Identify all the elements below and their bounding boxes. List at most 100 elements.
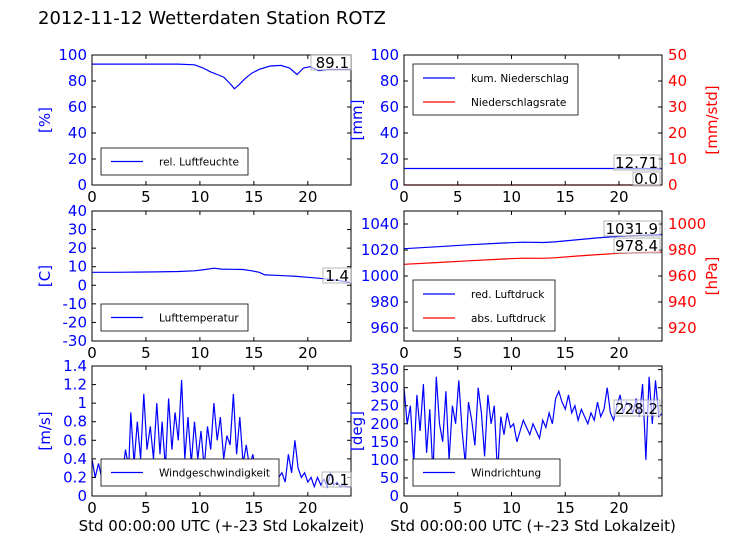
wind-speed-x-axis-label: Std 00:00:00 UTC (+-23 Std Lokalzeit) bbox=[79, 517, 365, 535]
precipitation-y-tick-label: 0 bbox=[389, 176, 399, 194]
precipitation-y-tick-label: 100 bbox=[370, 46, 399, 64]
wind-direction-value-label: 228.2 bbox=[615, 400, 658, 418]
humidity-y-tick-label: 100 bbox=[58, 46, 87, 64]
precipitation-y-right-tick-label: 10 bbox=[668, 150, 687, 168]
precipitation-x-tick-label: 15 bbox=[556, 188, 575, 206]
wind-direction-y-tick-label: 250 bbox=[370, 397, 399, 415]
temperature-x-tick-label: 5 bbox=[141, 344, 151, 362]
pressure-chart bbox=[403, 210, 663, 342]
wind-direction-legend-label: Windrichtung bbox=[471, 468, 541, 480]
precipitation-value-box bbox=[632, 171, 661, 187]
wind-direction-legend-box bbox=[412, 458, 561, 487]
humidity-x-tick-label: 15 bbox=[244, 188, 263, 206]
precipitation-legend-label: Niederschlagsrate bbox=[471, 97, 566, 109]
page-title: 2012-11-12 Wetterdaten Station ROTZ bbox=[38, 8, 386, 29]
wind-speed-value-box bbox=[321, 471, 352, 488]
precipitation-y-right-tick-label: 40 bbox=[668, 72, 687, 90]
precipitation-y-tick-label: 80 bbox=[380, 72, 399, 90]
pressure-value-box bbox=[603, 220, 661, 237]
temperature-y-tick-label: 0 bbox=[77, 276, 87, 294]
humidity-y-tick-label: 60 bbox=[68, 98, 87, 116]
humidity-y-tick-label: 40 bbox=[68, 124, 87, 142]
precipitation-y-tick-label: 40 bbox=[380, 124, 399, 142]
temperature-chart bbox=[91, 210, 352, 342]
humidity-value-label: 89.1 bbox=[316, 54, 349, 72]
humidity-x-tick-label: 5 bbox=[141, 188, 151, 206]
temperature-y-tick-label: 40 bbox=[68, 202, 87, 220]
precipitation-x-tick-label: 20 bbox=[609, 188, 628, 206]
precipitation-y-right-tick-label: 0 bbox=[668, 176, 678, 194]
temperature-value-box bbox=[322, 267, 352, 284]
pressure-y-right-tick-label: 940 bbox=[668, 293, 697, 311]
temperature-y-axis-label: [C] bbox=[36, 265, 54, 287]
humidity-x-tick-label: 20 bbox=[298, 188, 317, 206]
precipitation-y-tick-label: 60 bbox=[380, 98, 399, 116]
pressure-x-tick-label: 15 bbox=[556, 344, 575, 362]
pressure-y-right-tick-label: 960 bbox=[668, 267, 697, 285]
temperature-y-tick-label: 10 bbox=[68, 258, 87, 276]
pressure-y-right-axis-label: [hPa] bbox=[703, 257, 721, 296]
wind-speed-y-tick-label: 0 bbox=[77, 487, 87, 505]
wind-speed-y-tick-label: 0.6 bbox=[63, 431, 87, 449]
precipitation-y-right-tick-label: 20 bbox=[668, 124, 687, 142]
pressure-x-tick-label: 10 bbox=[502, 344, 521, 362]
wind-direction-x-tick-label: 5 bbox=[453, 499, 463, 517]
wind-speed-chart bbox=[91, 365, 352, 497]
wind-direction-x-tick-label: 20 bbox=[609, 499, 628, 517]
pressure-value-box bbox=[613, 237, 661, 254]
precipitation-y-right-axis-label: [mm/std] bbox=[703, 85, 721, 154]
wind-direction-chart bbox=[403, 365, 663, 497]
humidity-x-tick-label: 0 bbox=[87, 188, 97, 206]
wind-speed-y-tick-label: 1 bbox=[77, 394, 87, 412]
temperature-x-tick-label: 15 bbox=[244, 344, 263, 362]
temperature-legend-label: Lufttemperatur bbox=[159, 313, 239, 325]
precipitation-plot-frame bbox=[403, 54, 663, 186]
wind-speed-y-tick-label: 0.2 bbox=[63, 468, 87, 486]
wind-speed-legend-box bbox=[100, 458, 280, 487]
wind-speed-plot-frame bbox=[91, 365, 352, 497]
precipitation-x-tick-label: 5 bbox=[453, 188, 463, 206]
precipitation-legend-box bbox=[412, 63, 579, 116]
wind-speed-y-tick-label: 0.8 bbox=[63, 413, 87, 431]
pressure-y-right-tick-label: 920 bbox=[668, 319, 697, 337]
temperature-y-tick-label: -30 bbox=[63, 332, 88, 350]
humidity-y-axis-label: [%] bbox=[36, 107, 54, 133]
wind-speed-x-tick-label: 5 bbox=[141, 499, 151, 517]
wind-direction-series-line bbox=[403, 376, 663, 475]
temperature-x-tick-label: 10 bbox=[190, 344, 209, 362]
pressure-y-tick-label: 980 bbox=[370, 293, 399, 311]
pressure-legend-label: abs. Luftdruck bbox=[471, 313, 547, 325]
wind-speed-x-tick-label: 0 bbox=[87, 499, 97, 517]
temperature-x-tick-label: 0 bbox=[87, 344, 97, 362]
humidity-y-tick-label: 20 bbox=[68, 150, 87, 168]
humidity-chart bbox=[91, 54, 352, 186]
pressure-value-label: 978.4 bbox=[615, 237, 658, 255]
wind-direction-y-tick-label: 200 bbox=[370, 415, 399, 433]
humidity-value-box bbox=[310, 54, 352, 71]
humidity-x-tick-label: 10 bbox=[190, 188, 209, 206]
precipitation-value-box bbox=[613, 154, 661, 171]
precipitation-value-label: 0.0 bbox=[634, 170, 658, 188]
wind-speed-y-axis-label: [m/s] bbox=[36, 411, 54, 450]
temperature-y-tick-label: 20 bbox=[68, 239, 87, 257]
wind-direction-x-tick-label: 15 bbox=[556, 499, 575, 517]
humidity-legend-label: rel. Luftfeuchte bbox=[159, 157, 239, 169]
wind-direction-y-axis-label: [deg] bbox=[348, 411, 366, 451]
pressure-y-tick-label: 1020 bbox=[361, 241, 399, 259]
wind-speed-x-tick-label: 10 bbox=[190, 499, 209, 517]
temperature-y-tick-label: -10 bbox=[63, 295, 88, 313]
pressure-x-tick-label: 20 bbox=[609, 344, 628, 362]
pressure-y-right-tick-label: 1000 bbox=[668, 215, 706, 233]
humidity-plot-frame bbox=[91, 54, 352, 186]
temperature-y-tick-label: -20 bbox=[63, 313, 88, 331]
wind-speed-y-tick-label: 1.4 bbox=[63, 357, 87, 375]
wind-direction-y-tick-label: 300 bbox=[370, 379, 399, 397]
pressure-y-tick-label: 1040 bbox=[361, 215, 399, 233]
precipitation-legend-label: kum. Niederschlag bbox=[471, 73, 569, 85]
wind-speed-x-tick-label: 15 bbox=[244, 499, 263, 517]
pressure-legend-label: red. Luftdruck bbox=[471, 289, 545, 301]
wind-direction-y-tick-label: 0 bbox=[389, 487, 399, 505]
precipitation-x-tick-label: 10 bbox=[502, 188, 521, 206]
wind-direction-x-tick-label: 0 bbox=[399, 499, 409, 517]
